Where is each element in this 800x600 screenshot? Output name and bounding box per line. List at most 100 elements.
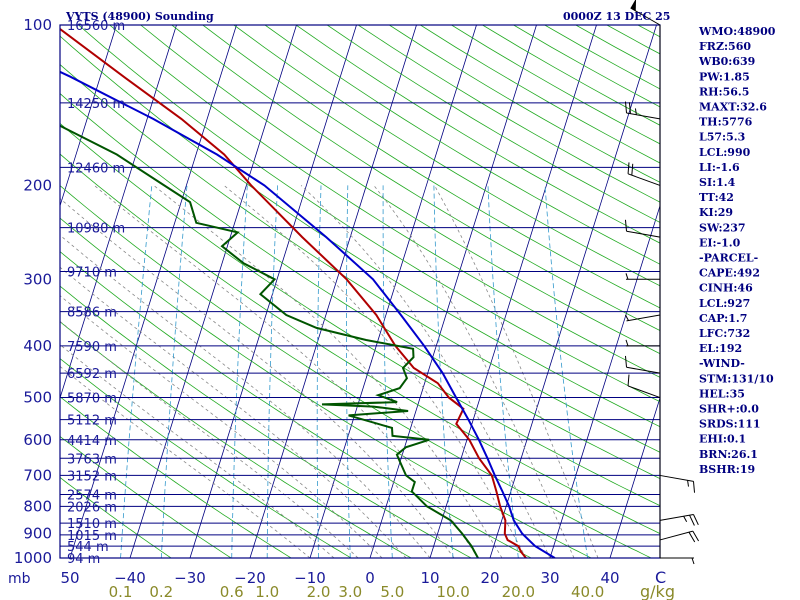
gkg-unit-label: g/kg	[640, 582, 675, 600]
wind-barbs	[624, 0, 700, 565]
height-label: 4414 m	[67, 434, 117, 449]
wind-barb	[625, 273, 660, 280]
isotherm-line	[60, 25, 117, 208]
moist-adiabat-line	[373, 185, 575, 558]
temperature-tick-label: 50	[60, 569, 79, 587]
mixing-ratio-line	[487, 185, 519, 558]
mixing-ratio-line	[266, 185, 278, 558]
mixing-ratio-lines	[120, 185, 589, 558]
index-item: SRDS:111	[699, 418, 761, 431]
temperature-tick-label: −20	[234, 569, 266, 587]
temperature-tick-label: −30	[174, 569, 206, 587]
index-item: HEL:35	[699, 387, 745, 400]
index-item: PW:1.85	[699, 70, 750, 83]
height-label: 94 m	[67, 552, 100, 567]
mixing-ratio-label: 20.0	[502, 583, 535, 600]
height-label: 3152 m	[67, 469, 117, 484]
mixing-ratio-label: 10.0	[436, 583, 469, 600]
index-item: EHI:0.1	[699, 433, 746, 446]
index-item: BRN:26.1	[699, 448, 758, 461]
moist-adiabat-line	[94, 185, 479, 558]
index-item: FRZ:560	[699, 40, 751, 53]
height-label: 5870 m	[67, 392, 117, 407]
mixing-ratio-line	[382, 185, 393, 558]
index-item: CAPE:492	[699, 267, 760, 280]
index-item: SI:1.4	[699, 176, 736, 189]
index-item: SHR+:0.0	[699, 403, 759, 416]
dry-adiabat-line	[295, 25, 660, 244]
index-item: -WIND-	[699, 357, 745, 370]
pressure-tick-label: 800	[23, 497, 52, 515]
isotherm-line	[309, 25, 477, 558]
index-item: TT:42	[699, 191, 734, 204]
temperature-tick-label: −10	[294, 569, 326, 587]
sounding-series	[60, 27, 556, 558]
height-label: 6592 m	[67, 367, 117, 382]
pressure-tick-label: 300	[23, 270, 52, 288]
mixing-ratio-label: 5.0	[380, 583, 404, 600]
wind-barb	[624, 355, 661, 374]
dry-adiabat-line	[202, 25, 660, 309]
isotherm-line	[129, 25, 297, 558]
pressure-tick-label: 500	[23, 389, 52, 407]
isotherm-line	[60, 25, 177, 400]
height-label: 544 m	[67, 540, 109, 555]
pressure-tick-label: 700	[23, 466, 52, 484]
temperature-tick-label: −40	[114, 569, 146, 587]
height-label: 8586 m	[67, 306, 117, 321]
pressure-tick-label: 600	[23, 431, 52, 449]
index-item: EI:-1.0	[699, 236, 741, 249]
temperature-tick-label: 0	[365, 569, 375, 587]
index-item: WB0:639	[698, 55, 755, 68]
wind-barb	[624, 219, 661, 238]
isotherm-line	[549, 204, 660, 558]
mixing-ratio-label: 0.6	[220, 583, 244, 600]
temperature-tick-label: 10	[420, 569, 439, 587]
mb-unit-label: mb	[8, 571, 31, 587]
index-item: LCL:927	[699, 297, 750, 310]
temperature-tick-label: 40	[600, 569, 619, 587]
index-item: KI:29	[699, 206, 733, 219]
height-label: 7590 m	[67, 340, 117, 355]
mixing-ratio-line	[433, 185, 454, 558]
index-item: LCL:990	[699, 146, 751, 159]
wind-barb	[659, 513, 699, 526]
index-item: -PARCEL-	[699, 252, 758, 265]
temperature-tick-label: 20	[480, 569, 499, 587]
index-item: LFC:732	[699, 327, 750, 340]
index-item: BSHR:19	[699, 463, 755, 476]
dry-adiabat-line	[78, 25, 660, 403]
mixing-ratio-labels: 0.1 0.2 0.6 1.0 2.0 3.0 5.0 10.0 20.0 40.0	[109, 583, 605, 600]
moist-adiabat-line	[60, 197, 455, 558]
wind-barb	[627, 162, 661, 186]
index-item: SW:237	[699, 221, 746, 234]
index-item: TH:5776	[699, 116, 753, 129]
mixing-ratio-line	[345, 185, 351, 558]
dry-adiabat-line	[140, 25, 660, 355]
wind-barb	[659, 530, 700, 543]
mixing-ratio-label: 0.2	[149, 583, 173, 600]
pressure-tick-label: 200	[23, 176, 52, 194]
pressure-tick-labels: 100 200 300 400 500 600 700 800 900 1000	[14, 16, 52, 567]
height-label: 2574 m	[67, 488, 117, 503]
height-label: 16560 m	[67, 19, 125, 34]
isotherm-line	[369, 25, 537, 558]
height-label: 14250 m	[67, 97, 125, 112]
index-item: CINH:46	[699, 282, 753, 295]
index-item: L57:5.3	[699, 131, 745, 144]
mixing-ratio-line	[160, 185, 188, 558]
wind-barb	[630, 0, 661, 26]
dry-adiabat-line	[233, 25, 660, 287]
dry-adiabat-line	[264, 25, 660, 265]
wind-barb	[624, 101, 661, 120]
height-label: 1015 m	[67, 529, 117, 544]
pressure-tick-label: 400	[23, 337, 52, 355]
index-item: MAXT:32.6	[699, 101, 767, 114]
height-label: 2026 m	[67, 500, 117, 515]
dry-adiabat-line	[171, 25, 660, 331]
height-label: 10980 m	[67, 222, 125, 237]
temperature-tick-labels: 50 −40 −30 −20 −10 0 10 20 30 40	[60, 569, 619, 587]
mixing-ratio-label: 3.0	[338, 583, 362, 600]
indices-panel: WMO:48900 FRZ:560 WB0:639 PW:1.85 RH:56.5 MAX…	[698, 25, 776, 476]
